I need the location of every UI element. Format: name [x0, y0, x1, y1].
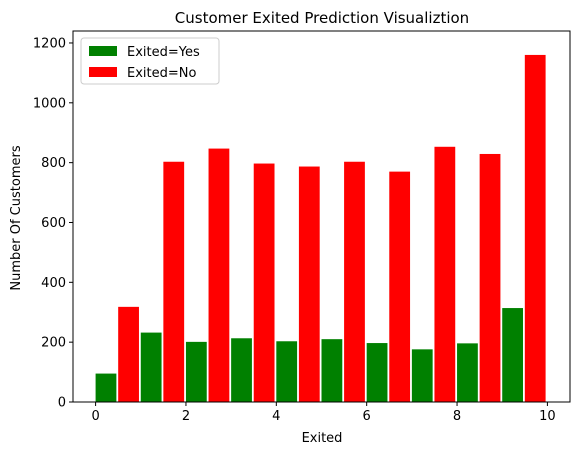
bar-yes-0	[95, 373, 117, 402]
bar-no-6	[389, 171, 411, 402]
bar-no-7	[434, 146, 456, 402]
y-tick-label: 200	[41, 336, 66, 351]
bar-yes-9	[502, 308, 524, 402]
legend-swatch-no	[89, 67, 117, 77]
bar-no-1	[163, 161, 185, 402]
bar-yes-4	[276, 341, 298, 402]
x-axis-label: Exited	[302, 431, 343, 446]
bar-no-2	[208, 148, 230, 402]
bar-yes-3	[231, 338, 252, 402]
x-tick-label: 4	[272, 409, 280, 424]
y-tick-label: 400	[41, 276, 66, 291]
bar-no-9	[524, 54, 546, 402]
x-tick-label: 0	[91, 409, 99, 424]
y-tick-label: 0	[58, 396, 66, 411]
x-tick-label: 2	[182, 409, 190, 424]
bar-no-5	[344, 161, 365, 402]
bar-yes-2	[185, 341, 207, 402]
legend-swatch-yes	[89, 46, 117, 56]
y-tick-label: 1200	[33, 36, 66, 51]
y-tick-label: 800	[41, 156, 66, 171]
bar-no-3	[253, 163, 275, 402]
bar-no-8	[479, 153, 501, 402]
legend: Exited=Yes Exited=No	[80, 37, 220, 85]
x-axis-ticks: 0 2 4 6 8 10	[91, 402, 556, 424]
x-tick-label: 8	[453, 409, 461, 424]
bar-yes-7	[411, 349, 433, 402]
plot-frame	[72, 30, 571, 403]
bar-no-4	[298, 166, 320, 402]
bar-yes-5	[321, 339, 343, 402]
bar-yes-6	[366, 343, 388, 402]
bar-no-0	[118, 306, 139, 402]
y-tick-label: 600	[41, 216, 66, 231]
y-axis-ticks: 0 200 400 600 800 1000 1200	[33, 36, 73, 411]
y-tick-label: 1000	[33, 96, 66, 111]
legend-label-no: Exited=No	[127, 66, 196, 81]
chart-title: Customer Exited Prediction Visualiztion	[175, 9, 469, 27]
bar-yes-1	[140, 332, 162, 402]
legend-label-yes: Exited=Yes	[127, 45, 200, 60]
bars-group	[95, 54, 546, 402]
x-tick-label: 10	[539, 409, 556, 424]
y-axis-label: Number Of Customers	[9, 145, 24, 290]
x-tick-label: 6	[363, 409, 371, 424]
bar-yes-8	[457, 343, 478, 402]
